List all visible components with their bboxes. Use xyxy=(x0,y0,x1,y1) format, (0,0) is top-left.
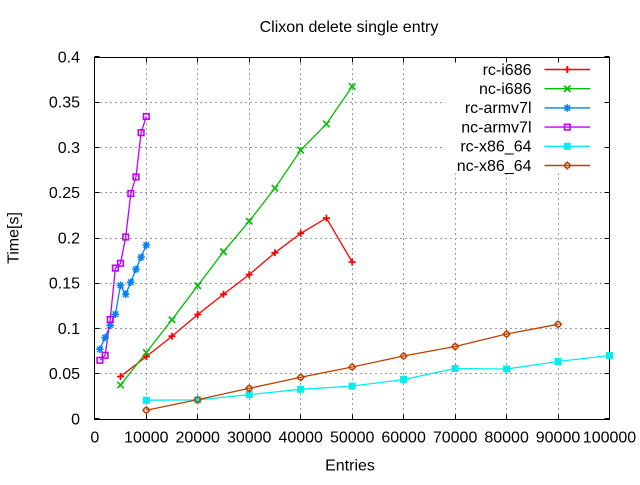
svg-text:Entries: Entries xyxy=(325,458,375,475)
svg-text:0.35: 0.35 xyxy=(49,95,80,112)
svg-text:40000: 40000 xyxy=(278,430,323,447)
svg-text:100000: 100000 xyxy=(583,430,636,447)
svg-text:rc-i686: rc-i686 xyxy=(483,62,532,79)
svg-text:rc-armv7l: rc-armv7l xyxy=(465,100,532,117)
svg-text:70000: 70000 xyxy=(433,430,478,447)
svg-text:80000: 80000 xyxy=(484,430,529,447)
svg-text:30000: 30000 xyxy=(227,430,272,447)
svg-text:0.4: 0.4 xyxy=(58,49,80,66)
svg-text:0.25: 0.25 xyxy=(49,185,80,202)
svg-text:60000: 60000 xyxy=(381,430,426,447)
svg-text:0.2: 0.2 xyxy=(58,230,80,247)
svg-text:20000: 20000 xyxy=(175,430,220,447)
svg-text:nc-armv7l: nc-armv7l xyxy=(461,119,531,136)
svg-text:0.05: 0.05 xyxy=(49,366,80,383)
svg-text:90000: 90000 xyxy=(536,430,581,447)
svg-text:0.1: 0.1 xyxy=(58,321,80,338)
svg-text:nc-x86_64: nc-x86_64 xyxy=(457,158,532,175)
svg-text:10000: 10000 xyxy=(124,430,169,447)
svg-text:0.15: 0.15 xyxy=(49,276,80,293)
svg-text:Clixon delete single entry: Clixon delete single entry xyxy=(260,19,439,36)
svg-text:nc-i686: nc-i686 xyxy=(479,81,532,98)
svg-text:50000: 50000 xyxy=(330,430,375,447)
svg-text:Time[s]: Time[s] xyxy=(6,212,23,264)
svg-text:rc-x86_64: rc-x86_64 xyxy=(460,139,531,156)
svg-text:0.3: 0.3 xyxy=(58,140,80,157)
svg-text:0: 0 xyxy=(71,411,80,428)
svg-text:0: 0 xyxy=(90,430,99,447)
